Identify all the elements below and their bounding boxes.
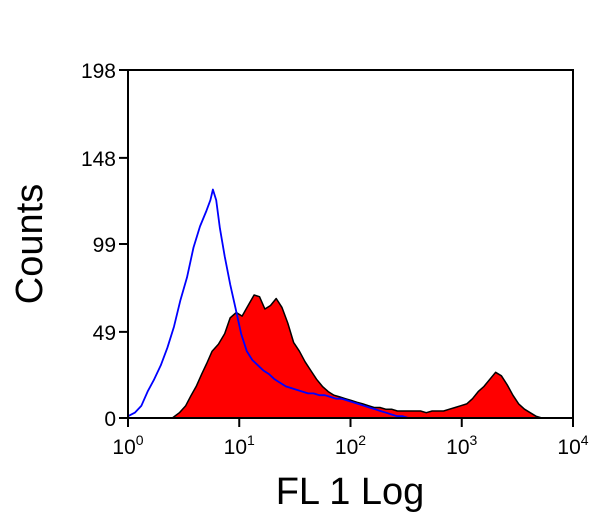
y-tick-label: 49 xyxy=(93,322,116,345)
outline-histogram-series xyxy=(127,188,409,419)
y-tick-label: 99 xyxy=(93,234,116,257)
y-axis-title: Counts xyxy=(9,184,51,304)
x-tick-label: 101 xyxy=(224,432,255,459)
series-layer xyxy=(127,188,543,419)
y-tick-label: 148 xyxy=(81,148,116,171)
x-tick-label: 103 xyxy=(446,432,477,459)
ticks-layer: 0 49 99 148 198 100 101 102 103 104 xyxy=(81,60,589,459)
filled-histogram-series xyxy=(171,294,543,419)
x-tick-label: 100 xyxy=(112,432,143,459)
x-axis-title: FL 1 Log xyxy=(276,471,425,513)
x-tick-label: 102 xyxy=(335,432,366,459)
y-tick-label: 0 xyxy=(104,408,116,431)
y-tick-label: 198 xyxy=(81,60,116,83)
x-tick-label: 104 xyxy=(557,432,588,459)
